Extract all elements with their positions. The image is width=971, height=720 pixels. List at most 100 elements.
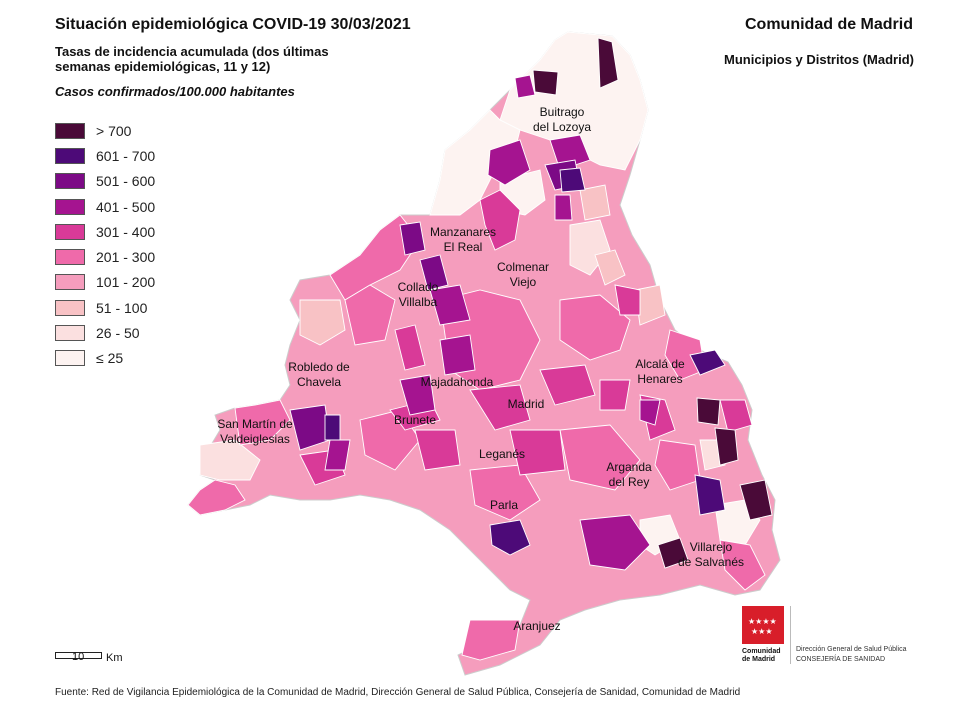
legend-swatch <box>55 350 85 367</box>
legend-item: 26 - 50 <box>55 320 155 345</box>
legend-label: 401 - 500 <box>96 198 156 215</box>
legend-swatch <box>55 299 85 316</box>
legend-swatch <box>55 122 85 139</box>
municipality <box>579 514 651 571</box>
source-footer: Fuente: Red de Vigilancia Epidemiológica… <box>55 687 741 698</box>
municipality <box>694 474 726 516</box>
municipality <box>394 324 426 371</box>
legend-label: 26 - 50 <box>96 325 140 342</box>
legend-item: 201 - 300 <box>55 244 155 269</box>
municipality <box>419 254 449 291</box>
place-label: San Martín de Valdeiglesias <box>217 417 293 446</box>
municipality <box>324 439 351 471</box>
place-label: Colmenar Viejo <box>497 260 549 289</box>
municipality <box>579 184 611 221</box>
place-label: Aranjuez <box>513 619 560 633</box>
municipality <box>514 74 536 99</box>
map-title: Situación epidemiológica COVID-19 30/03/… <box>55 16 411 33</box>
organization-logo: ★★★★ ★★★ Comunidad de Madrid Dirección Ge… <box>742 606 922 666</box>
place-label: Parla <box>490 498 518 512</box>
municipality <box>549 134 591 171</box>
municipality <box>479 189 521 251</box>
map-subtitle: Tasas de incidencia acumulada (dos últim… <box>55 44 329 74</box>
place-label: Madrid <box>508 397 545 411</box>
logo-ministry: CONSEJERÍA DE SANIDAD <box>796 656 886 663</box>
municipality <box>429 284 471 326</box>
municipality <box>487 139 531 186</box>
place-label: Alcalá de Henares <box>635 357 685 386</box>
municipality <box>461 619 521 661</box>
municipality <box>554 194 573 221</box>
place-label: Villarejo de Salvanés <box>678 540 744 569</box>
municipality <box>597 37 619 89</box>
municipality <box>399 374 436 416</box>
municipality <box>469 464 541 521</box>
municipality <box>559 167 586 193</box>
logo-name: Comunidad de Madrid <box>742 648 781 663</box>
map-units: Casos confirmados/100.000 habitantes <box>55 84 295 99</box>
place-label: Brunete <box>394 413 436 427</box>
municipality <box>344 284 396 346</box>
legend-label: 501 - 600 <box>96 173 156 190</box>
logo-divider <box>790 606 791 664</box>
place-label: Leganés <box>479 447 525 461</box>
municipality <box>559 424 641 491</box>
map-scope: Municipios y Distritos (Madrid) <box>724 52 914 67</box>
municipality <box>696 397 721 426</box>
legend-item: 51 - 100 <box>55 295 155 320</box>
legend-item: 501 - 600 <box>55 169 155 194</box>
legend-label: 601 - 700 <box>96 147 156 164</box>
municipality <box>414 429 461 471</box>
legend-label: 101 - 200 <box>96 274 156 291</box>
municipality <box>509 429 566 476</box>
legend-item: 301 - 400 <box>55 219 155 244</box>
scale-unit: Km <box>106 652 123 664</box>
legend-label: 201 - 300 <box>96 249 156 266</box>
scale-value: 10 <box>72 651 85 663</box>
scale-bar <box>55 652 102 659</box>
municipality <box>199 439 261 481</box>
place-label: Robledo de Chavela <box>288 360 350 389</box>
municipality <box>469 384 531 431</box>
municipality <box>639 399 661 426</box>
municipality <box>714 427 739 466</box>
municipality <box>439 334 476 376</box>
municipality <box>654 439 701 491</box>
municipality <box>299 299 346 346</box>
legend-label: > 700 <box>96 122 132 139</box>
place-label: Arganda del Rey <box>606 460 652 489</box>
municipality <box>324 414 341 441</box>
logo-department: Dirección General de Salud Pública <box>796 646 907 653</box>
municipality <box>664 329 706 381</box>
legend-item: > 700 <box>55 118 155 143</box>
legend-swatch <box>55 173 85 190</box>
municipality <box>719 539 766 591</box>
municipality <box>234 399 291 446</box>
legend-item: 101 - 200 <box>55 270 155 295</box>
legend-item: ≤ 25 <box>55 346 155 371</box>
municipality <box>657 537 689 569</box>
place-label: Collado Villalba <box>398 280 439 309</box>
legend-swatch <box>55 325 85 342</box>
legend-item: 401 - 500 <box>55 194 155 219</box>
municipality <box>599 379 631 411</box>
municipality <box>539 364 596 406</box>
legend-swatch <box>55 274 85 291</box>
municipality <box>719 399 753 433</box>
municipality <box>559 294 631 361</box>
legend-swatch <box>55 198 85 215</box>
legend-label: ≤ 25 <box>96 350 124 367</box>
legend-swatch <box>55 223 85 240</box>
municipality <box>594 249 626 286</box>
municipality <box>739 479 773 521</box>
municipality <box>532 69 559 96</box>
place-label: Majadahonda <box>421 375 494 389</box>
legend-swatch <box>55 249 85 266</box>
flag-icon: ★★★★ ★★★ <box>742 606 784 644</box>
municipality <box>187 479 246 516</box>
legend-label: 301 - 400 <box>96 223 156 240</box>
organization-name: Comunidad de Madrid <box>745 16 913 33</box>
legend-item: 601 - 700 <box>55 143 155 168</box>
municipality <box>489 519 531 556</box>
